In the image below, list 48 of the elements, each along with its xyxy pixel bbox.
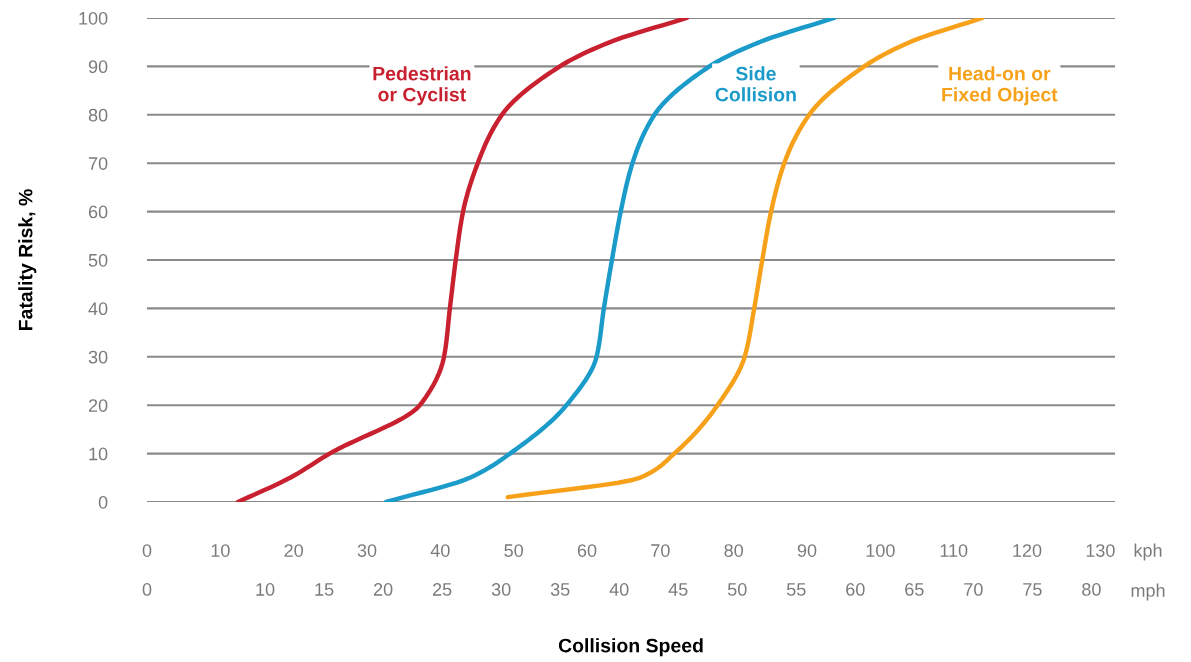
x-tick-label: 50: [504, 544, 523, 557]
x2-tick-label: 25: [432, 583, 452, 596]
x2-tick-label: 55: [786, 583, 806, 596]
x2-tick-label: 40: [609, 583, 629, 596]
x2-tick-label: 15: [315, 583, 334, 596]
text: kph: [1134, 543, 1162, 561]
x2-tick-label: 80: [1082, 583, 1101, 596]
y-tick-label: 70: [88, 157, 108, 170]
x2-tick-label: 30: [491, 583, 511, 596]
x-tick-label: 0: [142, 544, 152, 557]
x-axis-title: Collision Speed: [558, 638, 703, 657]
y-axis-title: Fatality Risk, %: [18, 189, 37, 331]
y-tick-label: 10: [89, 447, 108, 461]
x2-tick-label: 35: [550, 583, 570, 596]
x-tick-label: 70: [651, 544, 670, 557]
x-tick-label: 80: [724, 544, 743, 557]
y-tick-label: 100: [79, 11, 108, 25]
series-label: Pedestrian or Cyclist: [373, 66, 471, 106]
y-tick-label: 50: [88, 253, 108, 267]
y-tick-label: 40: [88, 302, 108, 316]
x2-tick-label: 45: [668, 583, 688, 596]
x2-tick-label: 65: [905, 583, 924, 596]
x-tick-label: 60: [577, 544, 597, 557]
x-tick-label: 20: [284, 544, 303, 557]
x-tick-label: 10: [211, 544, 230, 557]
x2-tick-label: 70: [964, 583, 983, 596]
x2-tick-label: 50: [727, 583, 747, 596]
x-tick-label: 100: [866, 544, 895, 557]
series-label: Head-on or Fixed Object: [942, 66, 1058, 106]
x-tick-label: 110: [940, 544, 968, 557]
y-tick-label: 80: [88, 108, 108, 122]
y-tick-label: 20: [88, 399, 108, 412]
y-tick-label: 30: [88, 350, 108, 364]
x2-tick-label: 60: [846, 583, 865, 596]
series-label: Side Collision: [715, 66, 796, 102]
x-tick-label: 90: [797, 544, 817, 557]
x-tick-label: 30: [357, 544, 377, 557]
x2-tick-label: 75: [1023, 583, 1042, 596]
y-tick-label: 60: [88, 205, 108, 219]
x-tick-label: 130: [1086, 544, 1115, 557]
x2-tick-label: 20: [373, 583, 393, 596]
x2-tick-label: 0: [142, 583, 152, 596]
x-tick-label: 120: [1013, 544, 1042, 557]
y-tick-label: 90: [88, 60, 108, 74]
x-tick-label: 40: [430, 544, 450, 557]
x2-tick-label: 10: [256, 583, 275, 596]
text: mph: [1131, 583, 1165, 601]
y-tick-label: 0: [98, 495, 108, 509]
